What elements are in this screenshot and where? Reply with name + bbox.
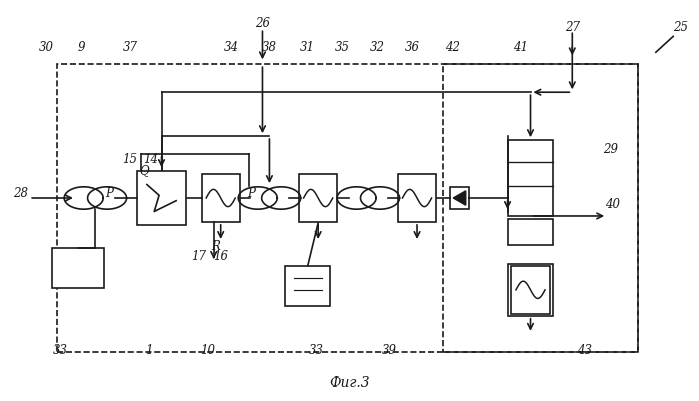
- Text: P: P: [106, 186, 113, 199]
- Text: 33: 33: [53, 343, 68, 356]
- Bar: [449, 188, 469, 209]
- Text: 10: 10: [201, 343, 216, 356]
- Polygon shape: [453, 191, 466, 206]
- Text: 30: 30: [39, 41, 54, 54]
- Text: 35: 35: [335, 41, 350, 54]
- Text: 33: 33: [308, 343, 324, 356]
- Text: 41: 41: [512, 41, 528, 54]
- Text: 28: 28: [13, 186, 29, 199]
- Text: 40: 40: [605, 198, 620, 211]
- Text: 25: 25: [672, 21, 688, 34]
- Text: 42: 42: [445, 41, 460, 54]
- Bar: [443, 65, 638, 352]
- Text: 38: 38: [262, 41, 277, 54]
- Text: 17: 17: [191, 250, 206, 263]
- Text: 1: 1: [145, 343, 153, 356]
- Text: 27: 27: [565, 21, 579, 34]
- Bar: [508, 141, 553, 217]
- Text: 16: 16: [213, 250, 228, 263]
- Bar: [137, 172, 186, 225]
- Text: 39: 39: [382, 343, 397, 356]
- Bar: [201, 174, 240, 223]
- Text: Q: Q: [139, 164, 149, 177]
- Text: 43: 43: [577, 343, 592, 356]
- Bar: [285, 266, 331, 306]
- Text: 36: 36: [405, 41, 419, 54]
- Text: Фиг.3: Фиг.3: [329, 375, 370, 389]
- Text: 29: 29: [603, 142, 618, 155]
- Bar: [57, 65, 638, 352]
- Text: P: P: [247, 186, 254, 199]
- Bar: [398, 174, 436, 223]
- Bar: [52, 248, 104, 288]
- Text: 31: 31: [301, 41, 315, 54]
- Bar: [299, 174, 338, 223]
- Text: 14: 14: [143, 152, 159, 165]
- Text: 9: 9: [78, 41, 85, 54]
- Bar: [508, 219, 553, 245]
- Bar: [512, 266, 549, 314]
- Text: 15: 15: [122, 152, 137, 165]
- Text: 34: 34: [224, 41, 238, 54]
- Bar: [508, 264, 553, 316]
- Text: 26: 26: [255, 17, 270, 30]
- Text: 32: 32: [370, 41, 385, 54]
- Text: R: R: [211, 240, 220, 253]
- Text: 37: 37: [123, 41, 138, 54]
